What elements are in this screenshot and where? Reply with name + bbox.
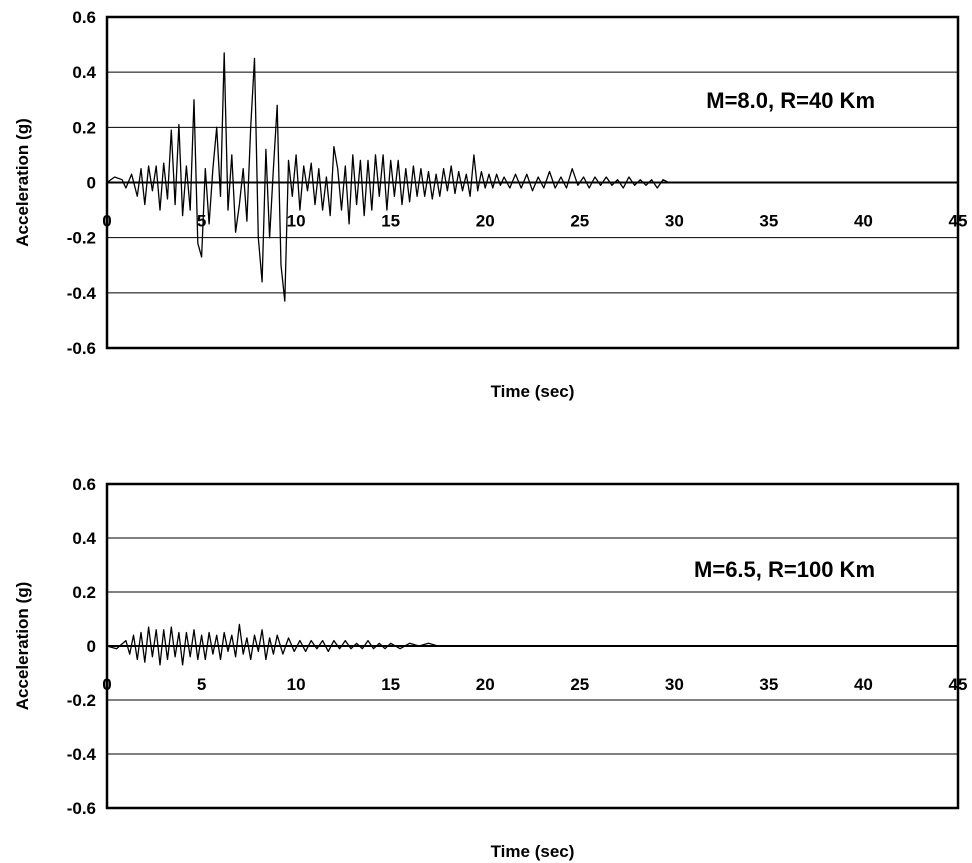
chart-1-x-tick-label: 15: [381, 212, 400, 231]
chart-1-x-tick-label: 40: [854, 212, 873, 231]
chart-2-x-tick-label: 30: [665, 675, 684, 694]
chart-1-x-tick-label: 5: [197, 212, 206, 231]
chart-2-y-tick-label: 0.4: [72, 529, 96, 548]
chart-1-y-tick-label: -0.6: [67, 339, 96, 358]
chart-2-x-tick-label: 35: [759, 675, 778, 694]
chart-1-y-tick-label: 0.6: [72, 8, 96, 27]
chart-2-y-tick-label: -0.6: [67, 799, 96, 818]
chart-1-y-tick-label: 0.2: [72, 118, 96, 137]
chart-2-x-tick-label: 45: [949, 675, 968, 694]
chart-1-x-tick-label: 20: [476, 212, 495, 231]
chart-2-y-tick-label: -0.4: [67, 745, 97, 764]
chart-1-y-tick-label: -0.2: [67, 229, 96, 248]
chart-1-y-tick-label: 0: [87, 174, 96, 193]
chart-1-y-axis-title: Acceleration (g): [13, 118, 32, 246]
chart-2-annotation: M=6.5, R=100 Km: [694, 557, 875, 582]
chart-2-series-line: [106, 623, 958, 666]
chart-2-x-tick-label: 5: [197, 675, 206, 694]
chart-2-x-tick-label: 25: [570, 675, 589, 694]
chart-1-x-tick-label: 45: [949, 212, 968, 231]
chart-1-y-tick-label: -0.4: [67, 284, 97, 303]
chart-1-x-tick-label: 25: [570, 212, 589, 231]
chart-1-x-tick-label: 30: [665, 212, 684, 231]
chart-1-annotation: M=8.0, R=40 Km: [706, 88, 875, 113]
chart-2-x-tick-label: 15: [381, 675, 400, 694]
chart-2-x-tick-label: 10: [287, 675, 306, 694]
chart-2-y-tick-label: 0: [87, 637, 96, 656]
chart-1-x-tick-label: 35: [759, 212, 778, 231]
chart-2-y-axis-title: Acceleration (g): [13, 582, 32, 710]
chart-1-x-tick-label: 0: [102, 212, 111, 231]
chart-2-y-tick-label: 0.6: [72, 475, 96, 494]
chart-1-x-tick-label: 10: [287, 212, 306, 231]
chart-2-x-tick-label: 40: [854, 675, 873, 694]
chart-1-series-line: [106, 52, 958, 302]
chart-2-x-axis-title: Time (sec): [491, 842, 575, 861]
chart-1-x-axis-title: Time (sec): [491, 382, 575, 401]
chart-2-x-tick-label: 0: [102, 675, 111, 694]
chart-2-y-tick-label: -0.2: [67, 691, 96, 710]
chart-2-y-tick-label: 0.2: [72, 583, 96, 602]
chart-1-y-tick-label: 0.4: [72, 63, 96, 82]
chart-2-x-tick-label: 20: [476, 675, 495, 694]
